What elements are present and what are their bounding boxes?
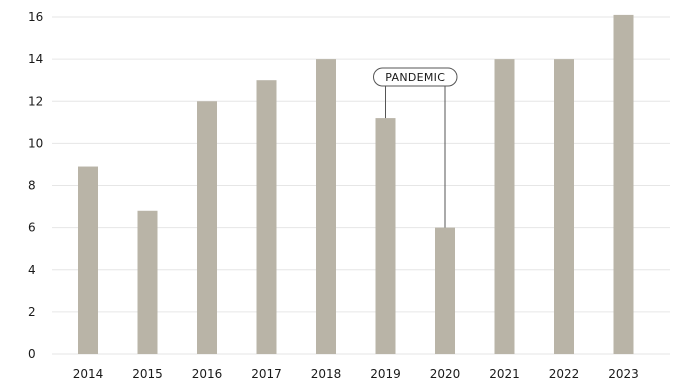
annotation-label: PANDEMIC	[385, 71, 445, 84]
y-tick-label: 14	[28, 52, 43, 66]
bar-2020	[435, 227, 455, 354]
x-tick-label: 2014	[73, 367, 104, 381]
x-tick-label: 2015	[132, 367, 163, 381]
x-tick-label: 2023	[608, 367, 639, 381]
y-tick-label: 8	[28, 179, 36, 193]
x-tick-label: 2017	[251, 367, 282, 381]
bar-2019	[375, 118, 396, 354]
bar-2017	[256, 80, 277, 354]
y-axis: 0 2 4 6 8 10 12 14 16	[28, 10, 43, 361]
x-tick-label: 2020	[430, 367, 461, 381]
bar-2021	[494, 59, 515, 354]
y-tick-label: 10	[28, 136, 43, 150]
y-tick-label: 6	[28, 221, 36, 235]
annotation-box	[373, 67, 458, 87]
bar-2015	[137, 210, 158, 354]
bar-2014	[78, 166, 98, 354]
bars	[78, 14, 634, 355]
x-tick-label: 2018	[311, 367, 342, 381]
bar-2023	[613, 14, 634, 355]
y-tick-label: 0	[28, 347, 36, 361]
y-tick-label: 2	[28, 305, 36, 319]
bar-2022	[554, 59, 574, 354]
y-tick-label: 12	[28, 94, 43, 108]
y-tick-label: 4	[28, 263, 36, 277]
x-tick-label: 2021	[489, 367, 520, 381]
x-tick-label: 2022	[549, 367, 580, 381]
x-tick-label: 2019	[370, 367, 401, 381]
x-tick-label: 2016	[192, 367, 223, 381]
bar-2016	[197, 101, 217, 354]
bar-2018	[316, 59, 336, 354]
y-tick-label: 16	[28, 10, 43, 24]
annotation: PANDEMIC	[373, 67, 458, 228]
x-axis: 2014 2015 2016 2017 2018 2019 2020 2021 2022 2023	[73, 367, 639, 381]
